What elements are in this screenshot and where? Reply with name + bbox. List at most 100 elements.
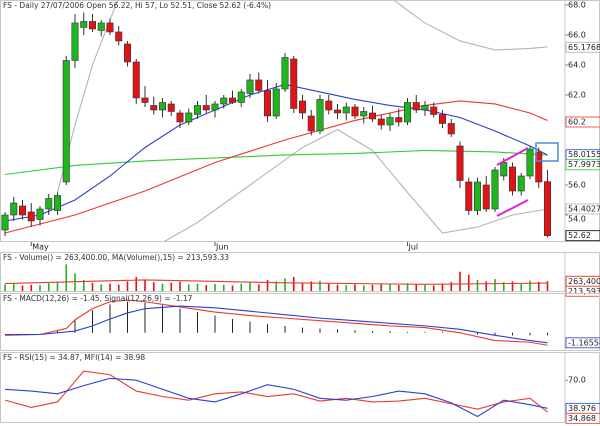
- candle-body: [80, 21, 88, 28]
- line-series: [4, 149, 548, 176]
- volume-bar: [4, 284, 6, 291]
- volume-bar: [389, 284, 391, 291]
- candle-body: [263, 90, 271, 117]
- value-label: 62.0: [568, 90, 586, 99]
- volume-bar: [214, 283, 216, 291]
- candle-body: [124, 43, 132, 63]
- candle-body: [491, 169, 499, 210]
- volume-bar: [301, 282, 304, 291]
- value-label-box: [565, 412, 600, 424]
- volume-bar: [327, 283, 330, 291]
- trend-line: [496, 199, 529, 217]
- volume-bar: [459, 271, 461, 291]
- candle-body: [185, 112, 193, 123]
- candle-body: [10, 202, 18, 216]
- volume-bar: [109, 283, 111, 291]
- value-label: 64.0: [568, 60, 586, 69]
- panel: [4, 264, 549, 291]
- volume-bar: [292, 276, 295, 291]
- candle-body: [211, 103, 219, 111]
- candle-body: [141, 97, 149, 103]
- volume-bar: [520, 283, 523, 291]
- candle-body: [220, 97, 228, 105]
- candle-body: [412, 102, 420, 111]
- volume-bar: [179, 281, 181, 291]
- volume-bar: [82, 279, 85, 291]
- volume-bar: [336, 284, 339, 291]
- line-series: [4, 299, 548, 346]
- candle-body: [535, 151, 543, 183]
- volume-bar: [406, 283, 409, 291]
- volume-bar: [205, 285, 208, 291]
- annotations: [496, 142, 559, 217]
- value-label-box: [565, 337, 600, 349]
- volume-bar: [529, 280, 531, 291]
- candle-body: [229, 97, 237, 103]
- volume-bar: [494, 279, 496, 291]
- volume-bar: [319, 280, 321, 291]
- volume-bar: [397, 285, 400, 291]
- candle-body: [307, 115, 315, 132]
- candle-body: [508, 166, 516, 192]
- value-label: 68.0: [568, 0, 586, 9]
- candle-body: [368, 112, 376, 120]
- line-series: [4, 377, 548, 418]
- volume-bar: [161, 283, 164, 291]
- candle-body: [36, 208, 44, 220]
- candle-body: [386, 117, 394, 126]
- volume-bar: [100, 284, 103, 291]
- volume-bar: [117, 284, 120, 291]
- value-label-box: [565, 41, 600, 53]
- value-label: 56.0: [568, 180, 586, 189]
- candle-body: [438, 114, 446, 124]
- candle-body: [403, 102, 411, 123]
- value-label: 263,400: [568, 277, 600, 286]
- volume-bar: [380, 283, 383, 291]
- panel: [4, 299, 548, 346]
- volume-bar: [432, 285, 435, 291]
- volume-bar: [152, 282, 155, 291]
- x-tick-label: Jun: [215, 243, 229, 252]
- value-label: 52.62: [568, 231, 591, 240]
- candle-body: [159, 102, 167, 111]
- panel: [4, 370, 548, 418]
- volume-bar: [345, 285, 348, 291]
- volume-bar: [371, 284, 374, 291]
- value-label: 57.9973: [568, 160, 600, 169]
- volume-bar: [354, 284, 356, 291]
- value-label: 66.0: [568, 30, 586, 39]
- value-label: 58.0155: [568, 150, 600, 159]
- volume-bar: [56, 281, 59, 291]
- panel-title: FS - Daily 27/07/2006 Open 56.22, Hi 57,…: [3, 1, 271, 10]
- panel: [1, 0, 551, 242]
- volume-bar: [546, 281, 549, 291]
- candle-body: [333, 109, 341, 114]
- value-label-box: [565, 230, 600, 242]
- candle-body: [106, 22, 114, 33]
- volume-bar: [222, 284, 225, 291]
- candle-body: [97, 22, 105, 31]
- candle-body: [325, 100, 333, 111]
- candle-body: [351, 106, 359, 117]
- value-label: 38.976: [568, 404, 596, 413]
- volume-bar: [135, 276, 138, 291]
- candle-body: [176, 112, 184, 123]
- panel-title: FS - RSI(15) = 34.87, MFI(14) = 38.98: [3, 353, 145, 362]
- volume-bar: [30, 284, 33, 291]
- candle-body: [62, 60, 70, 183]
- candle-body: [500, 162, 508, 177]
- candle-body: [18, 205, 26, 216]
- volume-bar: [424, 284, 426, 291]
- volume-bar: [266, 279, 269, 291]
- value-label: 54.0: [568, 214, 586, 223]
- candle-body: [167, 103, 175, 112]
- candle-body: [115, 31, 123, 42]
- value-label: -1.16554: [568, 338, 600, 347]
- volume-bar: [310, 281, 313, 291]
- candle-body: [150, 105, 158, 111]
- candle-body: [237, 91, 245, 103]
- candle-body: [255, 79, 263, 91]
